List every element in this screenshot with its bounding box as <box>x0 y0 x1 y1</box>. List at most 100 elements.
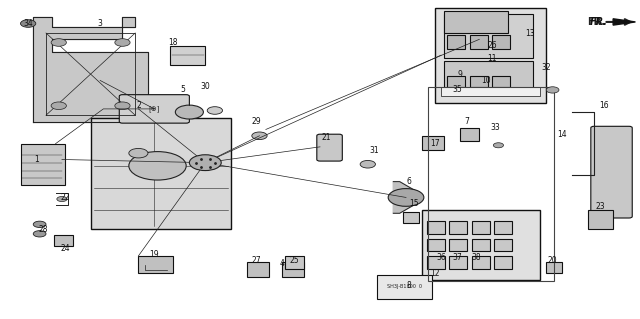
Bar <box>447 34 465 49</box>
Text: 20: 20 <box>548 256 557 265</box>
Text: 37: 37 <box>452 253 462 262</box>
Text: 22: 22 <box>60 193 70 202</box>
Bar <box>449 256 467 269</box>
Circle shape <box>51 102 67 109</box>
Text: 34: 34 <box>23 19 33 28</box>
Text: 10: 10 <box>481 76 490 85</box>
Text: 38: 38 <box>471 253 481 262</box>
Text: 6: 6 <box>407 177 412 186</box>
FancyBboxPatch shape <box>119 95 189 123</box>
Text: FR.: FR. <box>590 17 608 27</box>
Text: 33: 33 <box>490 123 500 132</box>
Text: 7: 7 <box>464 117 469 126</box>
Text: 8: 8 <box>407 281 412 291</box>
Text: 27: 27 <box>252 256 261 265</box>
Bar <box>447 76 465 87</box>
Bar <box>246 262 269 277</box>
Text: 36: 36 <box>436 253 446 262</box>
Text: 3: 3 <box>98 19 102 28</box>
Text: 12: 12 <box>430 269 440 278</box>
Bar <box>444 11 508 33</box>
Circle shape <box>20 20 36 27</box>
Bar <box>422 210 540 280</box>
Text: 19: 19 <box>150 250 159 259</box>
Text: 35: 35 <box>452 85 462 94</box>
Text: 16: 16 <box>599 101 609 110</box>
Bar <box>588 210 613 229</box>
Bar <box>441 87 540 96</box>
Circle shape <box>129 148 148 158</box>
Circle shape <box>388 189 424 206</box>
Text: 30: 30 <box>200 82 210 91</box>
FancyBboxPatch shape <box>591 126 632 218</box>
Text: 32: 32 <box>541 63 551 72</box>
Bar <box>378 275 431 299</box>
Circle shape <box>175 105 204 119</box>
Bar <box>470 34 488 49</box>
Bar <box>494 239 512 251</box>
Text: 11: 11 <box>487 54 497 63</box>
Circle shape <box>51 39 67 46</box>
Bar <box>494 256 512 269</box>
Text: 26: 26 <box>487 41 497 50</box>
Bar <box>494 221 512 234</box>
Circle shape <box>57 197 67 202</box>
Circle shape <box>189 155 221 171</box>
Circle shape <box>129 152 186 180</box>
Bar <box>444 62 534 90</box>
Text: 1: 1 <box>34 155 39 164</box>
Bar <box>54 235 73 247</box>
Circle shape <box>493 143 504 148</box>
Bar <box>444 14 534 58</box>
Text: 31: 31 <box>369 145 379 154</box>
Bar <box>20 144 65 185</box>
Circle shape <box>252 132 267 140</box>
Text: 24: 24 <box>60 243 70 253</box>
Text: 28: 28 <box>38 225 47 234</box>
Text: 25: 25 <box>290 256 300 265</box>
Text: 18: 18 <box>169 38 178 47</box>
Text: 2: 2 <box>136 101 141 110</box>
Bar <box>428 87 554 281</box>
Bar <box>170 46 205 65</box>
Circle shape <box>115 39 130 46</box>
Circle shape <box>33 231 46 237</box>
Text: 17: 17 <box>430 139 440 148</box>
Bar <box>449 239 467 251</box>
Bar <box>472 221 490 234</box>
Polygon shape <box>613 19 636 25</box>
Bar <box>492 34 510 49</box>
Bar <box>435 8 546 103</box>
Circle shape <box>546 87 559 93</box>
Bar <box>449 221 467 234</box>
Bar <box>282 262 304 277</box>
Text: 4: 4 <box>279 259 284 268</box>
Bar <box>460 128 479 141</box>
Polygon shape <box>33 17 148 122</box>
Bar <box>472 256 490 269</box>
Bar <box>492 76 510 87</box>
Polygon shape <box>394 182 419 213</box>
FancyBboxPatch shape <box>317 134 342 161</box>
Text: FR.: FR. <box>588 17 605 27</box>
Bar <box>427 239 445 251</box>
Text: 5: 5 <box>180 85 186 94</box>
Text: 14: 14 <box>557 130 567 139</box>
Circle shape <box>360 160 376 168</box>
Bar <box>422 136 444 150</box>
Text: 9: 9 <box>458 70 463 78</box>
Bar <box>470 76 488 87</box>
Text: SH3J-B1300  0: SH3J-B1300 0 <box>387 285 422 289</box>
Circle shape <box>207 107 223 114</box>
Bar <box>427 256 445 269</box>
Bar <box>403 212 419 223</box>
Circle shape <box>33 221 46 227</box>
Text: 15: 15 <box>410 199 419 208</box>
Bar <box>472 239 490 251</box>
Text: 29: 29 <box>252 117 261 126</box>
Bar <box>91 118 231 229</box>
Text: 13: 13 <box>525 28 535 38</box>
Text: [⊕]: [⊕] <box>148 106 160 112</box>
Bar <box>138 256 173 273</box>
Bar <box>285 256 304 269</box>
